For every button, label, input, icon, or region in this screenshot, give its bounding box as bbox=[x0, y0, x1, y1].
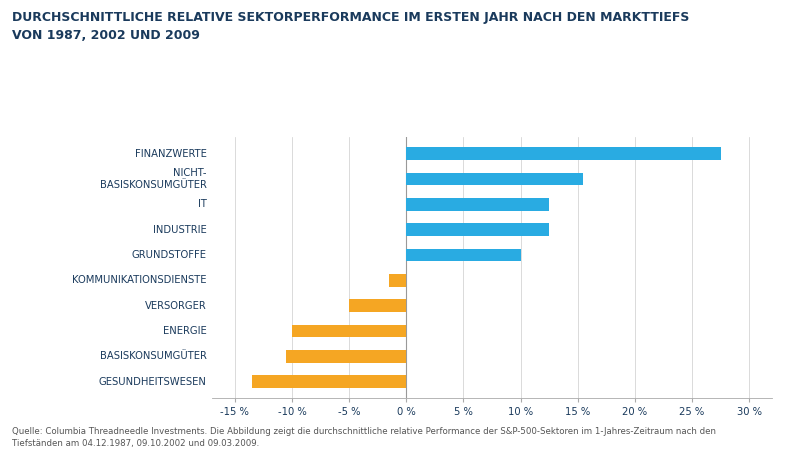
Bar bbox=[406, 173, 583, 185]
Bar bbox=[406, 198, 549, 211]
Bar bbox=[406, 148, 721, 160]
Bar bbox=[252, 375, 406, 388]
Text: Quelle: Columbia Threadneedle Investments. Die Abbildung zeigt die durchschnittl: Quelle: Columbia Threadneedle Investment… bbox=[12, 427, 716, 448]
Text: DURCHSCHNITTLICHE RELATIVE SEKTORPERFORMANCE IM ERSTEN JAHR NACH DEN MARKTTIEFS
: DURCHSCHNITTLICHE RELATIVE SEKTORPERFORM… bbox=[12, 11, 690, 42]
Bar bbox=[292, 325, 406, 338]
Bar bbox=[406, 223, 549, 236]
Bar bbox=[389, 274, 406, 287]
Bar bbox=[286, 350, 406, 363]
Bar bbox=[406, 249, 521, 261]
Bar bbox=[349, 299, 406, 312]
